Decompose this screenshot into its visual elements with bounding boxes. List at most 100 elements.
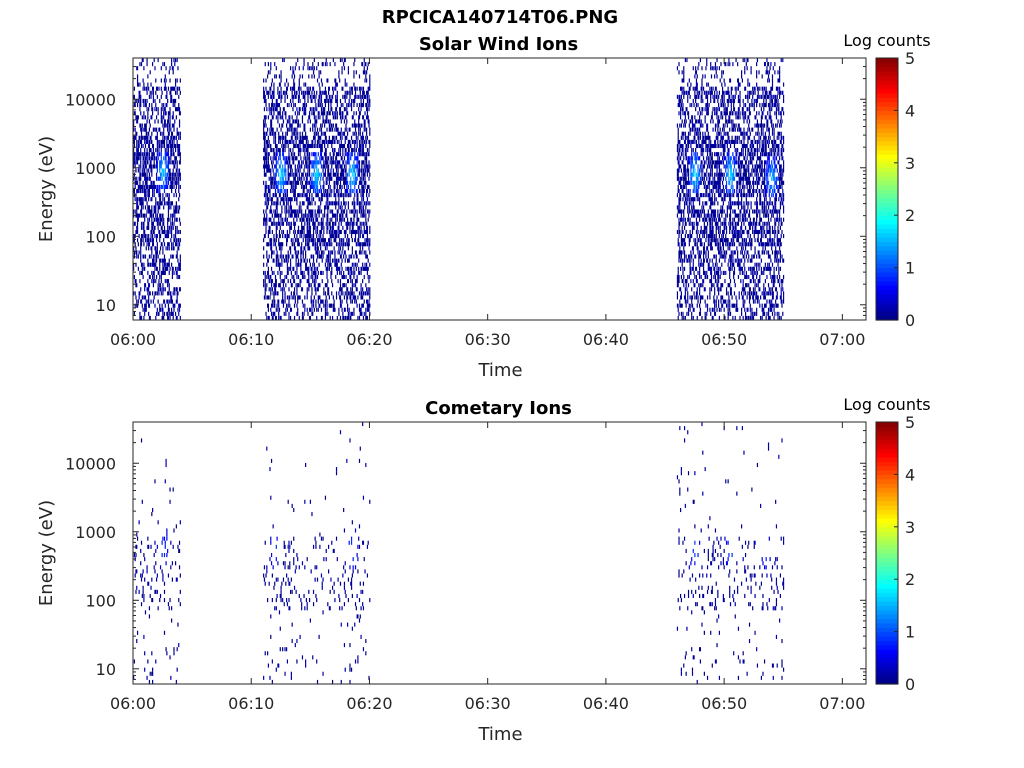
count-cell	[680, 123, 682, 128]
count-cell	[282, 217, 284, 222]
count-cell	[266, 148, 268, 153]
count-cell	[152, 225, 154, 230]
count-cell	[286, 197, 288, 202]
count-cell	[686, 279, 688, 284]
count-cell	[339, 111, 342, 116]
count-cell	[676, 213, 679, 218]
count-cell	[168, 307, 170, 312]
count-cell	[699, 90, 701, 95]
count-cell	[289, 250, 292, 255]
count-cell	[344, 78, 346, 83]
count-cell	[314, 242, 316, 247]
count-cell	[355, 221, 357, 226]
count-cell	[350, 86, 353, 91]
count-cell	[139, 139, 141, 144]
count-cell	[355, 148, 357, 153]
count-cell	[341, 168, 343, 173]
count-cell	[151, 246, 153, 251]
count-cell	[325, 115, 327, 120]
count-cell	[320, 107, 323, 112]
count-cell	[144, 229, 146, 235]
count-cell	[343, 315, 345, 320]
count-cell	[288, 205, 290, 210]
count-cell	[307, 66, 309, 71]
count-cell	[683, 172, 686, 177]
count-cell	[162, 168, 164, 173]
count-cell	[346, 111, 348, 116]
count-cell	[345, 242, 347, 247]
count-cell	[690, 176, 692, 181]
count-cell	[266, 184, 268, 189]
count-cell	[680, 184, 682, 189]
count-cell	[177, 258, 179, 263]
count-cell	[165, 201, 167, 206]
count-cell	[357, 197, 359, 202]
count-cell	[151, 221, 153, 226]
count-cell	[695, 176, 698, 181]
count-cell	[331, 189, 333, 194]
count-cell	[351, 291, 353, 296]
count-cell	[278, 103, 281, 108]
count-cell	[278, 262, 281, 267]
count-cell	[366, 221, 368, 226]
count-cell	[368, 246, 370, 251]
count-cell	[318, 111, 320, 116]
count-cell	[337, 176, 339, 181]
count-cell	[329, 234, 331, 239]
count-cell	[268, 254, 270, 259]
count-cell	[147, 238, 149, 243]
count-cell	[308, 90, 311, 95]
count-cell	[167, 213, 170, 218]
count-cell	[342, 152, 344, 157]
count-cell	[351, 262, 353, 267]
count-cell	[296, 201, 298, 206]
count-cell	[144, 180, 147, 185]
count-cell	[678, 189, 680, 194]
count-cell	[696, 209, 698, 214]
count-cell	[358, 291, 361, 296]
count-cell	[302, 160, 304, 165]
count-cell	[343, 270, 345, 275]
count-cell	[274, 274, 277, 280]
count-cell	[691, 164, 693, 169]
count-cell	[343, 119, 346, 124]
count-cell	[273, 303, 275, 308]
count-cell	[273, 94, 275, 99]
count-cell	[144, 168, 146, 173]
count-cell	[323, 164, 325, 169]
count-cell	[270, 238, 272, 243]
count-cell	[303, 156, 305, 161]
count-cell	[293, 279, 296, 284]
count-cell	[144, 176, 147, 181]
count-cell	[305, 209, 307, 214]
count-cell	[165, 103, 167, 108]
count-cell	[330, 139, 332, 144]
count-cell	[148, 193, 151, 198]
count-cell	[304, 94, 306, 99]
count-cell	[690, 266, 692, 271]
count-cell	[688, 238, 690, 243]
count-cell	[167, 315, 170, 320]
count-cell	[145, 299, 147, 304]
count-cell	[292, 242, 294, 247]
count-cell	[690, 201, 692, 206]
count-cell	[691, 246, 694, 251]
count-cell	[263, 262, 265, 267]
count-cell	[144, 193, 146, 198]
count-cell	[318, 234, 320, 239]
count-cell	[303, 58, 305, 63]
count-cell	[357, 164, 359, 169]
count-cell	[301, 242, 303, 247]
count-cell	[307, 266, 309, 271]
count-cell	[683, 246, 685, 251]
count-cell	[286, 209, 288, 214]
count-cell	[678, 242, 680, 247]
count-cell	[319, 229, 321, 235]
count-cell	[149, 135, 151, 140]
count-cell	[351, 209, 353, 214]
count-cell	[331, 176, 333, 181]
count-cell	[364, 119, 366, 124]
count-cell	[266, 242, 268, 247]
count-cell	[686, 172, 688, 177]
count-cell	[339, 176, 342, 181]
